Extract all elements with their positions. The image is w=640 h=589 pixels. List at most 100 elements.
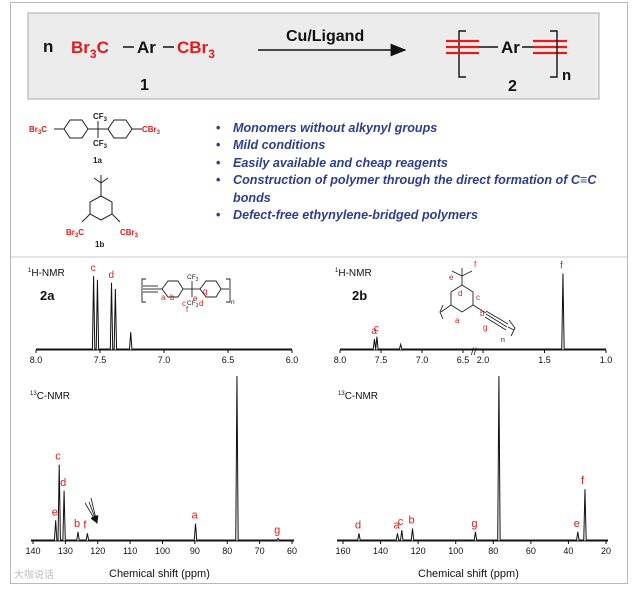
axis-tick-label: 7.0 <box>416 355 429 365</box>
monomer-1a <box>54 119 142 139</box>
2a-cf3-top: CF3 <box>187 274 199 283</box>
bullet-item: Defect-free ethynylene-bridged polymers <box>214 207 614 225</box>
reactant-formula: Br3C Ar CBr3 <box>71 38 215 61</box>
axis-tick-label: 6.5 <box>457 355 470 365</box>
peak-label-d: d <box>109 270 115 281</box>
axis-tick-label: 7.5 <box>375 355 388 365</box>
2a-cf3-bottom: CF3 <box>187 300 199 309</box>
bullet-item: Mild conditions <box>214 137 614 155</box>
axis-tick-label: 40 <box>563 546 573 556</box>
peak-label-f: f <box>560 261 563 272</box>
c2a-overlap-arrows <box>84 497 99 524</box>
peak-label-c: c <box>398 516 404 528</box>
peak-label-c: c <box>55 451 61 463</box>
axis-tick-label: 60 <box>287 546 297 556</box>
2b-label-g: g <box>483 323 487 332</box>
peak-label-d: d <box>355 519 361 531</box>
monomer-1b <box>81 175 121 223</box>
axis-tick-label: 1.5 <box>538 355 551 365</box>
2b-label-a: a <box>455 316 460 325</box>
axis-tick-label: 140 <box>25 546 40 556</box>
feature-bullet-list: Monomers without alkynyl groups Mild con… <box>214 120 614 225</box>
peak-label-g: g <box>471 518 477 530</box>
axis-tick-label: 20 <box>601 546 611 556</box>
2a-label-e: e <box>193 294 198 303</box>
svg-text:CBr3: CBr3 <box>177 38 215 61</box>
watermark: 大咖说话 <box>14 570 54 581</box>
peak-label-b: b <box>409 515 415 527</box>
1a-cf3-top: CF3 <box>93 112 108 123</box>
axis-tick-label: 8.0 <box>30 355 43 365</box>
bullet-item: Monomers without alkynyl groups <box>214 120 614 138</box>
peak-label-e: e <box>52 506 58 518</box>
c2b-spectrum-trace <box>337 375 608 541</box>
c2a-spectrum-trace <box>31 375 294 541</box>
axis-tick-label: 120 <box>411 546 426 556</box>
2a-n: n <box>231 299 235 306</box>
1a-cf3-bottom: CF3 <box>93 139 108 150</box>
product-structure: Ar n <box>446 30 571 84</box>
h-nmr-2a-label: 1H-NMR <box>28 268 65 279</box>
h-nmr-2a-panel: 1H-NMR 2a 8.0 7.5 7.0 6.5 6.0 c d <box>28 263 298 365</box>
axis-tick-label: 1.0 <box>600 355 613 365</box>
structure-2b <box>439 268 516 337</box>
2b-label-c: c <box>476 293 480 302</box>
svg-text:n: n <box>562 67 571 84</box>
axis-tick-label: 2.0 <box>477 355 490 365</box>
1b-left-cbr3: Br3C <box>66 228 84 239</box>
peak-label-b: b <box>74 518 80 530</box>
axis-tick-label: 6.5 <box>222 355 235 365</box>
2b-label-f: f <box>474 260 477 269</box>
axis-tick-label: 130 <box>58 546 73 556</box>
h2b-spectrum-trace <box>340 273 606 350</box>
label-1: 1 <box>140 77 149 94</box>
scheme-n: n <box>43 37 53 56</box>
c2b-xlabel: Chemical shift (ppm) <box>418 568 519 580</box>
peak-label-f: f <box>83 519 87 531</box>
2a-label-b: b <box>170 293 175 302</box>
axis-tick-label: 6.0 <box>286 355 299 365</box>
2a-label-a: a <box>161 293 166 302</box>
peak-label-c: c <box>91 263 96 274</box>
2a-label-d: d <box>199 299 203 308</box>
c-nmr-2b-panel: 13C-NMR 160 140 120 100 80 60 40 20 d ac b g e f Che… <box>335 375 611 580</box>
peak-label-d: d <box>60 477 66 489</box>
c2a-xlabel: Chemical shift (ppm) <box>109 568 210 580</box>
sample-2a-label: 2a <box>40 288 55 303</box>
sample-2b-label: 2b <box>352 288 367 303</box>
c-nmr-2b-label: 13C-NMR <box>338 391 378 402</box>
2b-n: n <box>501 337 505 344</box>
peak-label-a: a <box>371 326 377 337</box>
axis-tick-label: 80 <box>488 546 498 556</box>
svg-text:Ar: Ar <box>501 38 520 57</box>
axis-tick-label: 7.0 <box>158 355 171 365</box>
h-nmr-2b-label: 1H-NMR <box>335 268 372 279</box>
2a-label-g: g <box>203 287 207 296</box>
axis-tick-label: 100 <box>448 546 463 556</box>
2b-label-b: b <box>480 309 485 318</box>
h-nmr-2b-panel: 1H-NMR 2b // 8.0 7.5 7.0 6.5 2.0 1.5 1.0 acf <box>334 261 613 366</box>
peak-label-f: f <box>581 475 585 487</box>
peak-label-c: c <box>374 324 379 335</box>
peak-label-g: g <box>274 524 280 536</box>
2b-label-e: e <box>449 273 454 282</box>
axis-tick-label: 60 <box>526 546 536 556</box>
1a-left-cbr3: Br3C <box>29 125 47 136</box>
axis-tick-label: 90 <box>190 546 200 556</box>
2b-label-d: d <box>458 289 462 298</box>
axis-tick-label: 100 <box>155 546 170 556</box>
bullet-item: Easily available and cheap reagents <box>214 155 614 173</box>
structure-2a <box>137 267 269 315</box>
1a-right-cbr3: CBr3 <box>142 125 161 136</box>
axis-tick-label: 140 <box>373 546 388 556</box>
1b-right-cbr3: CBr3 <box>120 228 139 239</box>
peak-label-a: a <box>394 519 401 531</box>
axis-tick-label: 110 <box>123 546 137 556</box>
figure-frame <box>10 2 628 584</box>
axis-break-mark: // <box>471 347 477 358</box>
axis-tick-label: 7.5 <box>94 355 107 365</box>
axis-tick-label: 160 <box>335 546 350 556</box>
2a-label-c: c <box>182 299 186 308</box>
